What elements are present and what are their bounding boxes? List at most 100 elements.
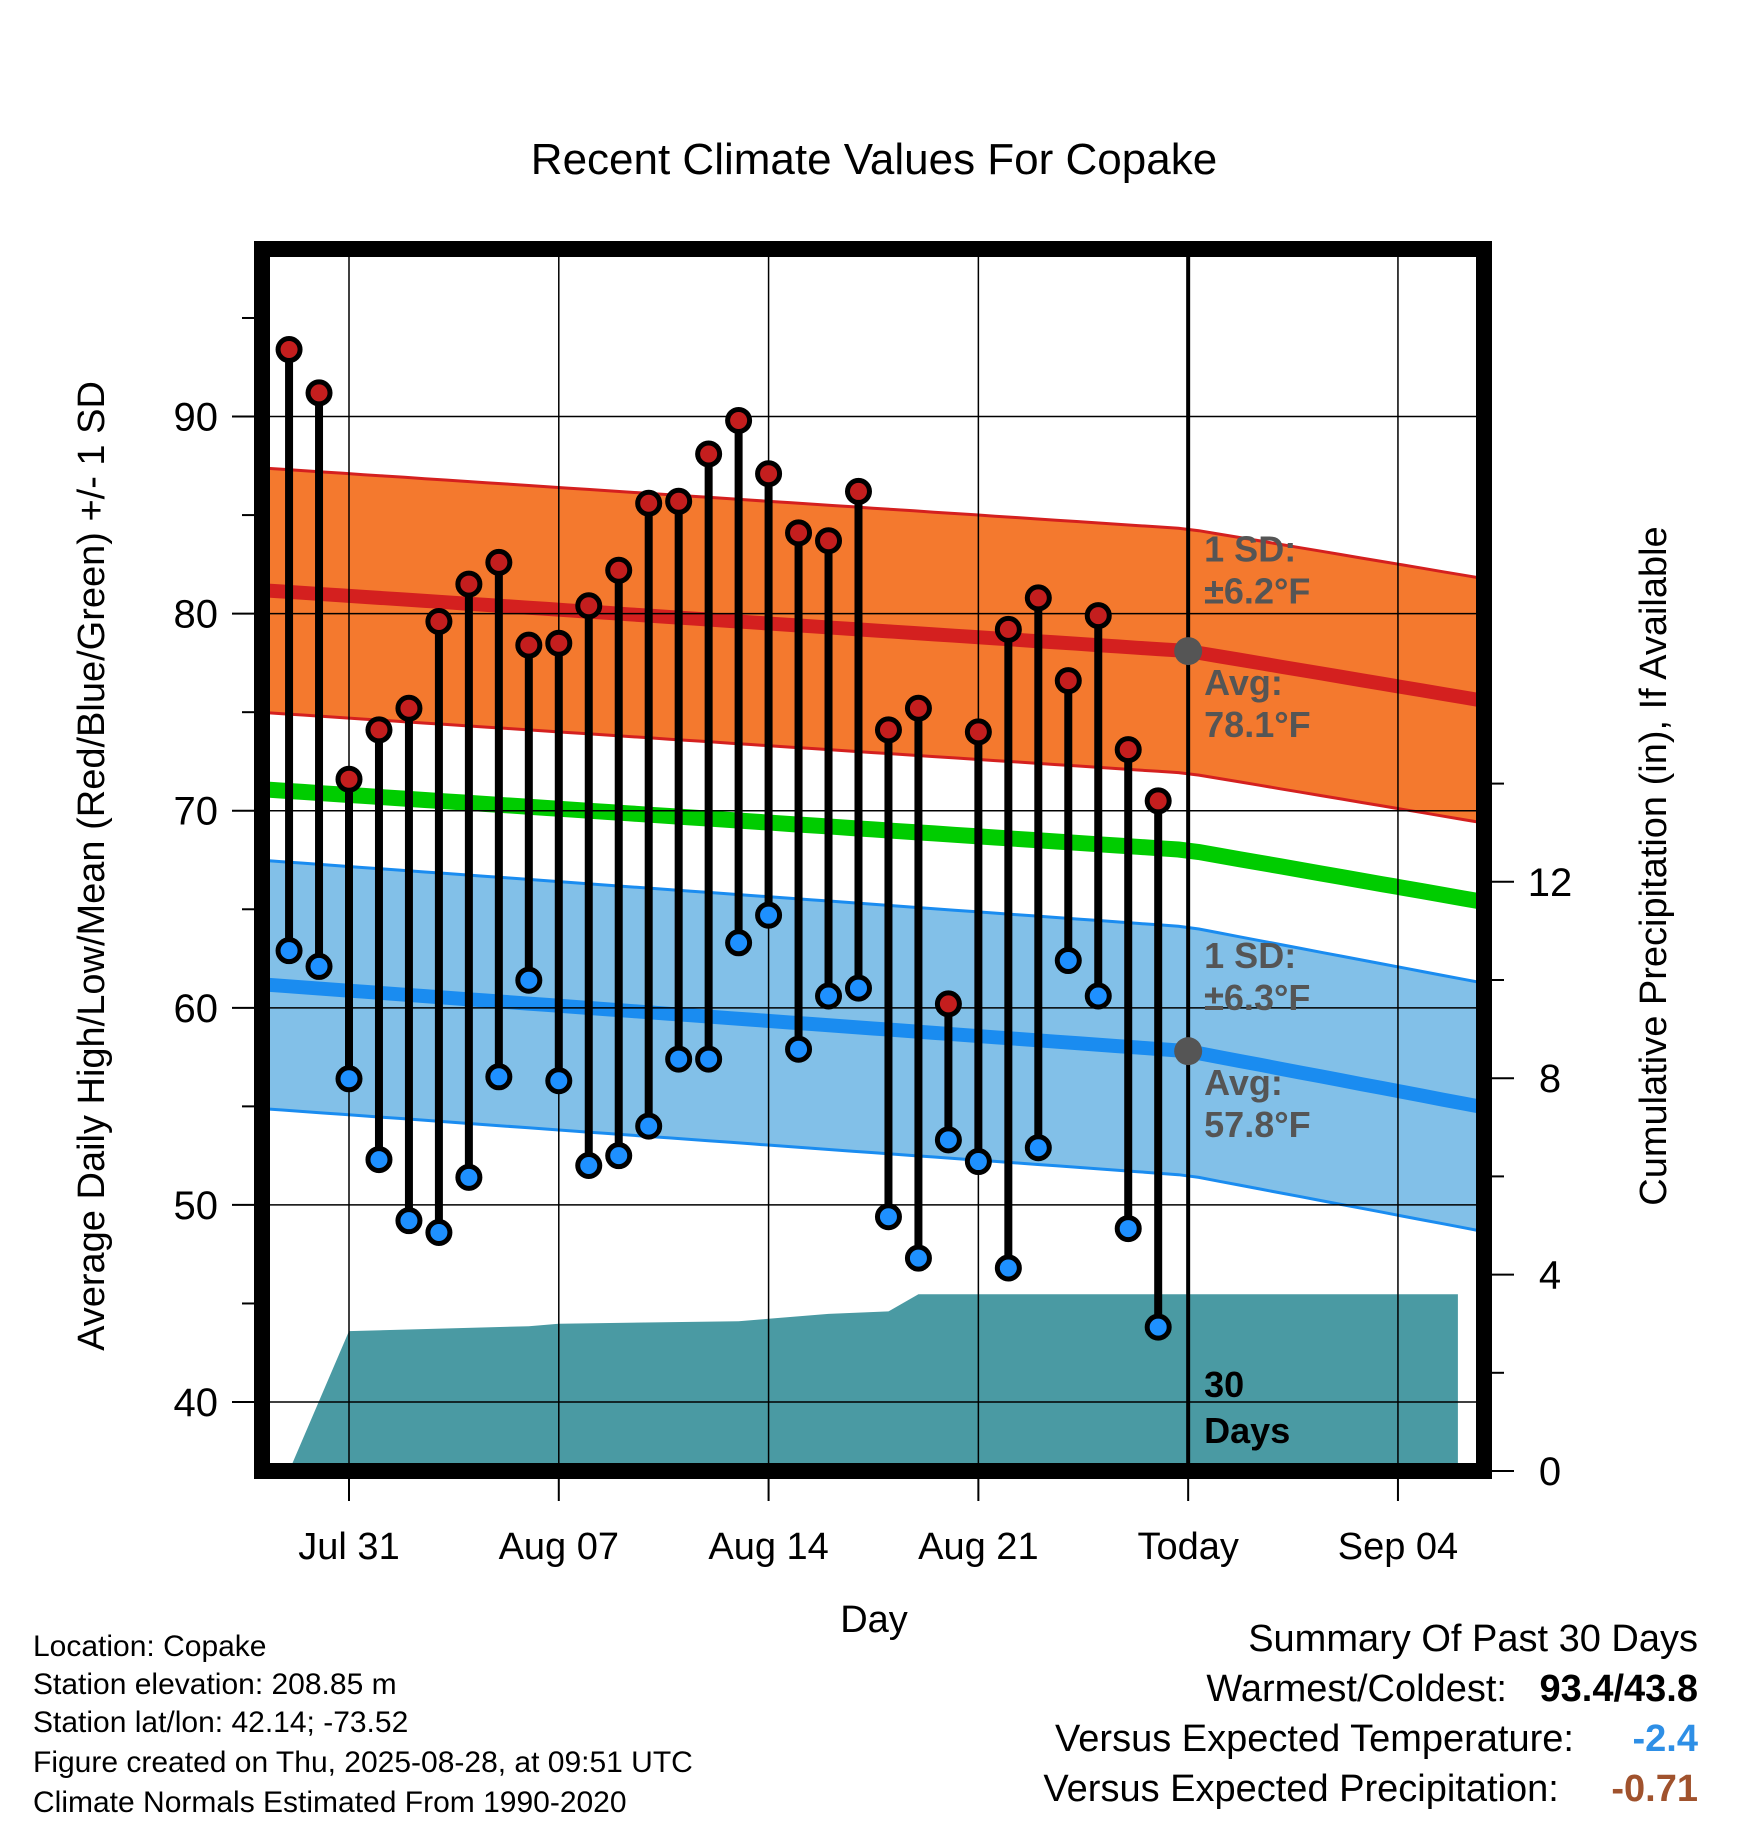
daily-high-point: [605, 556, 633, 584]
normal-high-band-upper: [262, 466, 1484, 581]
daily-high-point: [335, 765, 363, 793]
daily-low-point: [994, 1254, 1022, 1282]
x-tick-label: Today: [1137, 1526, 1238, 1568]
daily-low-point: [665, 1045, 693, 1073]
daily-low-point: [1114, 1215, 1142, 1243]
daily-low-point: [844, 974, 872, 1002]
daily-low-point: [904, 1244, 932, 1272]
y2-tick-label: 12: [1528, 861, 1573, 905]
x-axis-label: Day: [840, 1599, 908, 1641]
daily-low-point: [575, 1152, 603, 1179]
y-axis-label: Average Daily High/Low/Mean (Red/Blue/Gr…: [71, 381, 113, 1351]
summary-precip-value: -0.71: [1611, 1768, 1698, 1810]
daily-low-point: [485, 1063, 513, 1091]
x-tick-label: Jul 31: [298, 1526, 399, 1568]
high-avg-label: Avg:: [1204, 662, 1283, 703]
daily-low-point: [934, 1126, 962, 1154]
today-days-count: 30: [1204, 1364, 1244, 1405]
daily-high-point: [1024, 584, 1052, 612]
low-sd-value: ±6.3°F: [1204, 977, 1310, 1018]
daily-high-point: [275, 336, 303, 364]
plot-frame: [254, 241, 1492, 1479]
today-days-label: Days: [1204, 1410, 1290, 1451]
daily-high-point: [635, 489, 663, 517]
low-avg-label: Avg:: [1204, 1062, 1283, 1103]
daily-low-point: [874, 1203, 902, 1231]
footer-normals: Climate Normals Estimated From 1990-2020: [33, 1786, 627, 1819]
footer-location: Location: Copake: [33, 1630, 267, 1663]
y-tick-label: 80: [174, 593, 219, 637]
normal-high-band: [262, 468, 1484, 823]
daily-low-point: [964, 1148, 992, 1176]
low-sd-label: 1 SD:: [1204, 935, 1296, 976]
y2-tick-label: 8: [1539, 1057, 1561, 1101]
daily-low-point: [275, 937, 303, 965]
daily-high-point: [785, 519, 813, 547]
daily-low-point: [725, 929, 753, 957]
summary-precip: Versus Expected Precipitation: -0.71: [1043, 1768, 1698, 1811]
x-tick-label: Aug 21: [918, 1526, 1038, 1568]
daily-low-point: [695, 1045, 723, 1073]
y2-tick-label: 4: [1539, 1254, 1561, 1298]
daily-high-point: [755, 460, 783, 488]
daily-high-point: [485, 548, 513, 576]
daily-low-point: [605, 1142, 633, 1170]
y-tick-label: 50: [174, 1184, 219, 1228]
today-low-avg-marker: [1174, 1037, 1203, 1066]
daily-high-point: [1144, 787, 1172, 815]
daily-high-point: [695, 440, 723, 468]
high-sd-label: 1 SD:: [1204, 529, 1296, 570]
daily-high-point: [665, 487, 693, 515]
y2-axis-label: Cumulative Precipitation (in), If Availa…: [1633, 526, 1675, 1205]
summary-title: Summary Of Past 30 Days: [1248, 1618, 1698, 1660]
daily-low-point: [1084, 982, 1112, 1010]
summary-temp-label: Versus Expected Temperature:: [1055, 1718, 1574, 1760]
footer-created: Figure created on Thu, 2025-08-28, at 09…: [33, 1746, 693, 1779]
low-avg-value: 57.8°F: [1204, 1104, 1310, 1145]
x-tick-label: Sep 04: [1338, 1526, 1458, 1568]
daily-high-point: [844, 477, 872, 505]
daily-low-point: [515, 966, 543, 994]
daily-low-point: [305, 952, 333, 980]
daily-high-point: [365, 716, 393, 744]
daily-low-point: [395, 1207, 423, 1235]
daily-low-point: [425, 1219, 453, 1247]
daily-low-point: [335, 1065, 363, 1093]
daily-high-point: [964, 718, 992, 746]
chart-title: Recent Climate Values For Copake: [531, 135, 1217, 184]
daily-high-point: [904, 694, 932, 722]
x-tick-label: Aug 14: [708, 1526, 828, 1568]
daily-high-point: [815, 527, 843, 555]
daily-high-point: [515, 631, 543, 659]
daily-high-point: [1114, 736, 1142, 764]
daily-high-point: [395, 694, 423, 722]
high-sd-value: ±6.2°F: [1204, 571, 1310, 612]
daily-high-point: [874, 716, 902, 744]
normal-low-band: [262, 860, 1484, 1232]
y-tick-label: 60: [174, 987, 219, 1031]
x-tick-label: Aug 07: [499, 1526, 619, 1568]
daily-high-point: [994, 615, 1022, 643]
daily-high-point: [1054, 667, 1082, 695]
summary-precip-label: Versus Expected Precipitation:: [1043, 1768, 1559, 1810]
daily-low-point: [785, 1035, 813, 1063]
daily-high-point: [725, 406, 753, 434]
daily-high-point: [455, 570, 483, 598]
daily-low-point: [1144, 1313, 1172, 1341]
daily-low-point: [455, 1163, 483, 1191]
footer-elevation: Station elevation: 208.85 m: [33, 1668, 397, 1701]
daily-low-point: [815, 982, 843, 1010]
y-tick-label: 40: [174, 1381, 219, 1425]
summary-warm-cold: Warmest/Coldest: 93.4/43.8: [1206, 1668, 1698, 1711]
y2-tick-label: 0: [1539, 1450, 1561, 1494]
daily-low-point: [365, 1146, 393, 1174]
today-high-avg-marker: [1174, 637, 1203, 666]
daily-high-point: [1084, 602, 1112, 630]
daily-high-point: [425, 608, 453, 636]
summary-temp: Versus Expected Temperature: -2.4: [1055, 1718, 1698, 1761]
daily-low-point: [1054, 947, 1082, 975]
summary-temp-value: -2.4: [1632, 1718, 1698, 1760]
daily-low-point: [1024, 1134, 1052, 1162]
summary-warm-cold-value: 93.4/43.8: [1539, 1668, 1698, 1710]
